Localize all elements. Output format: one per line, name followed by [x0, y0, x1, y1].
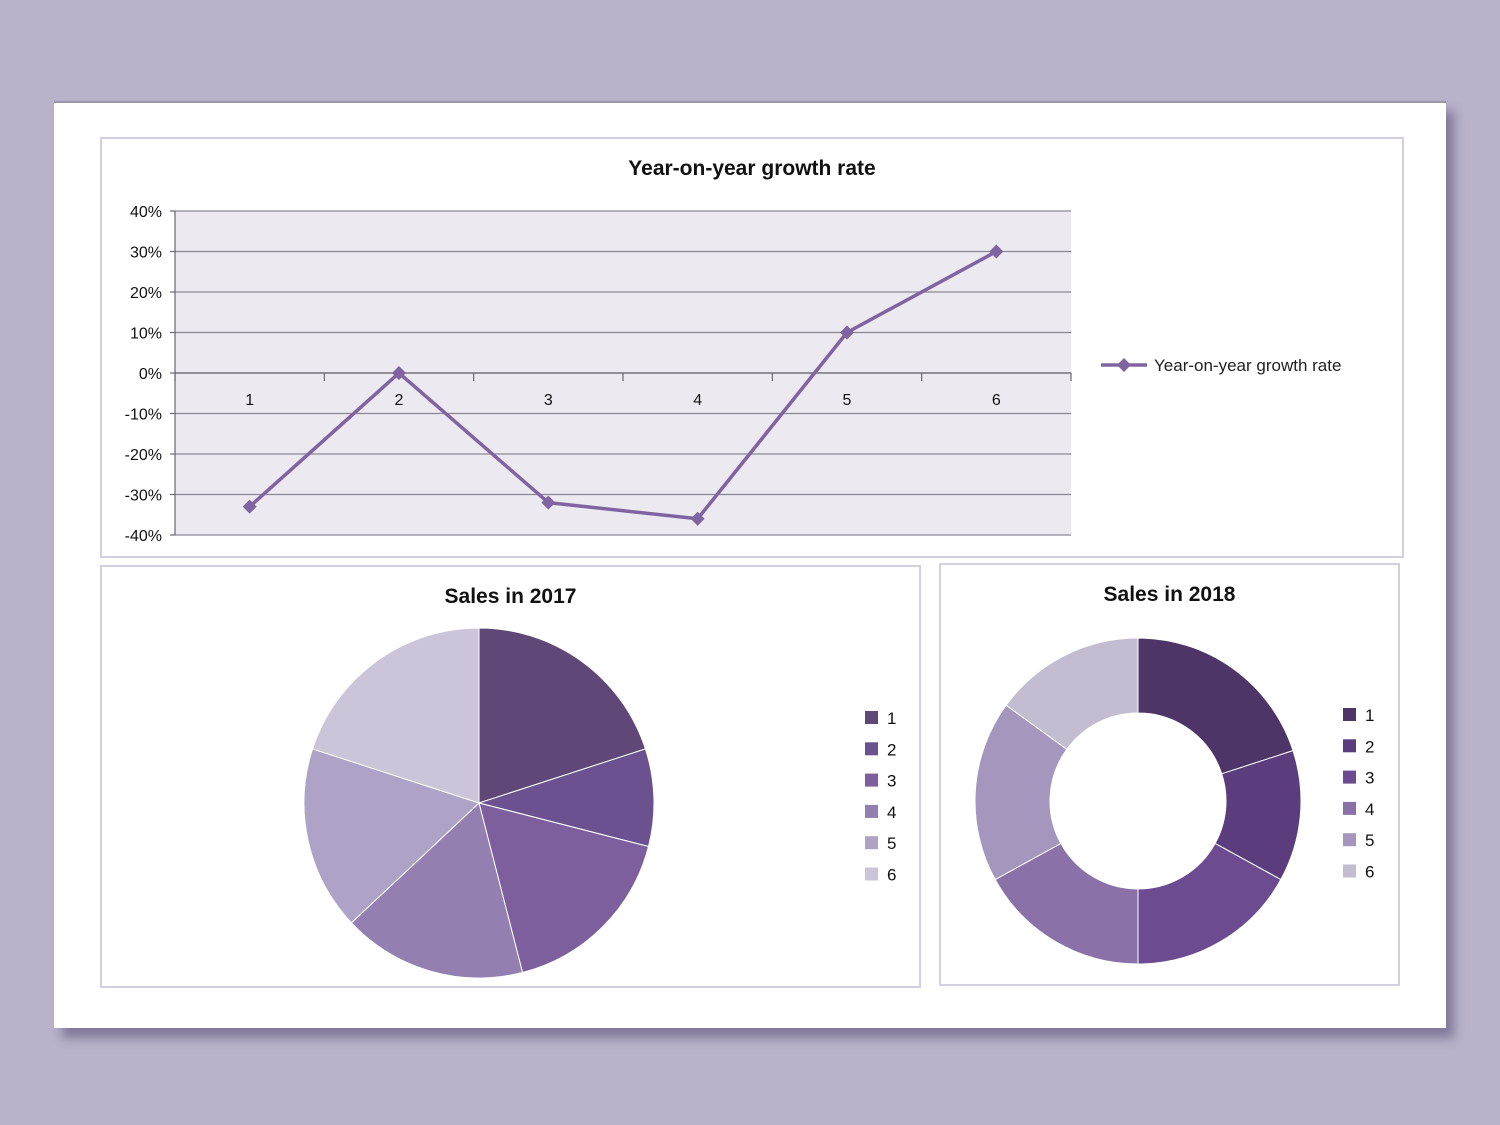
legend-swatch [1343, 739, 1356, 753]
line-chart-panel: Year-on-year growth rate 40% 30% 20% 10% 0% -… [100, 137, 1404, 558]
y-tick-label: -20% [125, 447, 162, 464]
legend-swatch [1343, 833, 1356, 847]
y-tick-label: 20% [130, 285, 162, 302]
y-tick-label: -30% [125, 488, 162, 505]
y-tick-label: -10% [125, 407, 162, 424]
legend-swatch [865, 804, 878, 818]
legend-marker [1117, 358, 1131, 372]
legend-label: 3 [887, 772, 896, 791]
data-point [989, 244, 1004, 259]
slice-3 [478, 802, 650, 974]
y-tick-label: 10% [130, 326, 162, 343]
legend-label: 1 [887, 709, 896, 728]
legend-swatch [865, 773, 878, 787]
y-tick-label: 0% [139, 366, 162, 383]
legend-label: 5 [887, 834, 896, 853]
sheet: Year-on-year growth rate 40% 30% 20% 10% 0% -… [54, 101, 1446, 1028]
legend-swatch [1343, 708, 1356, 721]
legend-label: 6 [1365, 863, 1374, 882]
data-point [840, 325, 854, 340]
legend-label: 4 [1365, 800, 1374, 819]
line-chart-title: Year-on-year growth rate [628, 157, 876, 180]
legend-swatch [1343, 864, 1356, 878]
y-tick-label: 40% [130, 204, 162, 221]
donut-chart: 1 2 3 4 5 6 [974, 637, 1374, 965]
pie-chart: 1 2 3 4 5 6 [303, 627, 896, 979]
slice-1 [1137, 637, 1294, 775]
legend-label: 6 [887, 866, 896, 885]
pie-chart-title: Sales in 2017 [444, 585, 577, 608]
series-line [248, 249, 998, 521]
data-point [690, 511, 705, 526]
legend-label: 2 [887, 740, 896, 759]
y-tick-label: 30% [130, 245, 162, 262]
legend-swatch [865, 867, 878, 881]
legend-swatch [1343, 801, 1356, 815]
legend-label: Year-on-year growth rate [1154, 356, 1341, 375]
slice-4 [350, 802, 524, 979]
donut-chart-panel: Sales in 2018 1 2 3 4 5 6 [939, 563, 1400, 986]
legend-swatch [865, 711, 878, 724]
legend-swatch [865, 836, 878, 850]
legend-label: 5 [1365, 831, 1374, 850]
slice-6 [311, 627, 480, 804]
x-tick-label: 1 [245, 392, 254, 409]
slice-2 [477, 748, 655, 848]
legend-label: 3 [1365, 769, 1374, 788]
slice-5 [974, 704, 1068, 881]
legend-swatch [865, 742, 878, 756]
slice-1 [478, 627, 647, 804]
y-tick-label: -40% [125, 528, 162, 545]
slice-6 [1005, 637, 1139, 750]
slice-5 [303, 748, 480, 924]
x-tick-label: 4 [693, 392, 702, 409]
legend-label: 4 [887, 803, 896, 822]
x-tick-label: 6 [992, 392, 1001, 409]
x-tick-label: 2 [395, 392, 404, 409]
pie-chart-panel: Sales in 2017 1 2 3 4 5 6 [100, 565, 921, 988]
legend-swatch [1343, 770, 1356, 784]
legend-label: 1 [1365, 706, 1374, 725]
data-point [392, 366, 406, 380]
x-tick-label: 3 [544, 392, 553, 409]
data-point [541, 495, 556, 510]
donut-chart-title: Sales in 2018 [1103, 583, 1236, 606]
x-tick-label: 5 [843, 392, 852, 409]
data-point [242, 499, 257, 514]
line-chart: 40% 30% 20% 10% 0% -10% -20% -30% -40% 1 2 3 4 5 6 Year… [125, 204, 1342, 545]
legend-label: 2 [1365, 737, 1374, 756]
